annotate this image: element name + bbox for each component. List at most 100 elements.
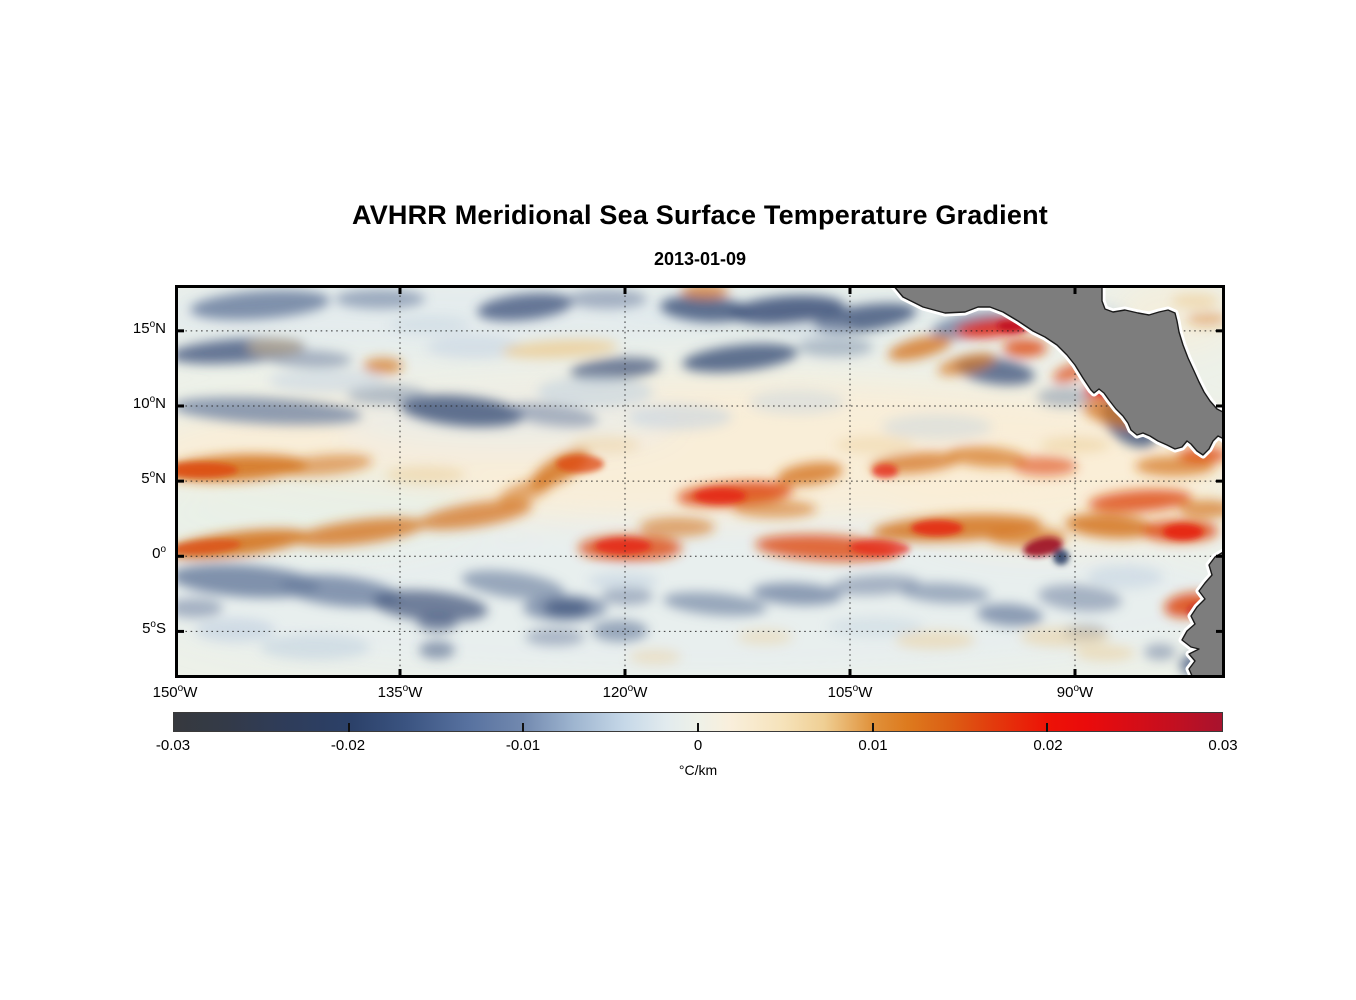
map-blob (737, 629, 793, 645)
map-blob (1088, 489, 1192, 513)
map-blob (660, 295, 750, 323)
tick-right (1216, 479, 1225, 483)
map-blob (537, 376, 653, 408)
y-tick-label: 5oN (141, 469, 166, 488)
map-blob (175, 462, 238, 478)
map-blob (592, 620, 648, 642)
map-blob (268, 349, 352, 369)
tick-left (175, 554, 184, 558)
plot-frame (175, 285, 1225, 678)
map-blob (1087, 565, 1163, 589)
tick-top (1073, 285, 1077, 294)
degree-symbol: o (150, 619, 156, 631)
x-tick-label: 150oW (152, 683, 198, 702)
map-blob (1065, 513, 1155, 539)
map-blob (175, 564, 320, 598)
tick-right (1216, 404, 1225, 408)
map-blob (502, 339, 618, 359)
degree-symbol: o (627, 683, 634, 694)
map-blob (175, 598, 223, 618)
map-blob (595, 538, 651, 554)
tick-bottom (398, 669, 402, 678)
map-blob (895, 631, 975, 649)
colorbar-tick-label: 0.02 (1033, 737, 1063, 754)
map-blob (663, 592, 767, 616)
map-blob (372, 590, 488, 622)
map-blob (363, 358, 403, 374)
map-blob (277, 454, 373, 476)
map-blob (797, 337, 873, 357)
map-blob (1179, 500, 1225, 518)
blob-layer-soft (175, 285, 1225, 678)
degree-symbol: o (149, 318, 156, 330)
map-blob (1040, 437, 1110, 453)
map-blob (175, 397, 362, 425)
map-blob (749, 390, 845, 414)
map-blob (947, 446, 1027, 468)
map-blob (347, 385, 427, 405)
land-mass (892, 285, 1225, 456)
degree-symbol: o (1073, 683, 1080, 694)
tick-right (1216, 554, 1225, 558)
map-blob (417, 500, 533, 530)
colorbar-tick-label: -0.02 (330, 737, 366, 754)
map-blob (390, 316, 470, 334)
degree-symbol: o (402, 683, 409, 694)
map-raster (175, 285, 1225, 678)
map-blob (1013, 456, 1077, 476)
colorbar-tick (1046, 723, 1049, 732)
tick-left (175, 329, 184, 333)
map-blob (830, 574, 920, 596)
tick-right (1216, 329, 1225, 333)
map-blob (525, 628, 585, 646)
map-blob (1038, 584, 1122, 612)
colorbar-tick (697, 723, 699, 732)
map-blob (280, 574, 400, 608)
map-blob (729, 295, 845, 325)
tick-left (175, 629, 184, 633)
tick-bottom (1073, 669, 1077, 678)
map-blob (1171, 294, 1219, 308)
map-blob (937, 352, 997, 376)
map-blob (556, 455, 604, 473)
sst-gradient-heatmap (175, 285, 1225, 678)
y-tick-label: 10oN (132, 393, 166, 412)
colorbar-unit-label: °C/km (678, 762, 718, 778)
colorbar-tick-label: 0.01 (858, 737, 888, 754)
map-blob (887, 335, 953, 361)
x-tick-label: 120oW (602, 683, 648, 702)
map-blob (977, 603, 1043, 627)
map-blob (498, 478, 552, 506)
map-blob (1037, 387, 1093, 407)
map-blob (777, 462, 843, 486)
degree-symbol: o (160, 544, 166, 556)
map-blob (1144, 644, 1176, 660)
map-blob (417, 614, 457, 632)
map-blob (1187, 312, 1225, 326)
map-blob (247, 339, 303, 355)
y-tick-label: 0o (152, 544, 166, 563)
map-blob (1020, 627, 1110, 647)
chart-title: AVHRR Meridional Sea Surface Temperature… (352, 200, 1048, 230)
map-blob (629, 649, 681, 665)
map-blob (419, 641, 455, 659)
map-blob (269, 369, 385, 393)
map-blob (1053, 549, 1069, 565)
axis-ticks (175, 285, 1225, 678)
map-blob (639, 517, 715, 537)
map-blob (835, 436, 915, 454)
colorbar-tick-label: -0.01 (505, 737, 541, 754)
map-blob (295, 517, 425, 547)
colorbar (173, 712, 1223, 732)
map-blob (900, 582, 990, 604)
land-mass (1181, 550, 1225, 678)
map-blob (601, 587, 653, 605)
map-blob (427, 335, 523, 359)
tick-top (623, 285, 627, 294)
colorbar-tick-label: 0.03 (1208, 737, 1238, 754)
map-blob (567, 289, 647, 309)
map-blob (752, 582, 842, 606)
y-tick-label: 5oS (142, 619, 166, 638)
map-blob (733, 500, 817, 518)
map-blob (1163, 524, 1203, 540)
